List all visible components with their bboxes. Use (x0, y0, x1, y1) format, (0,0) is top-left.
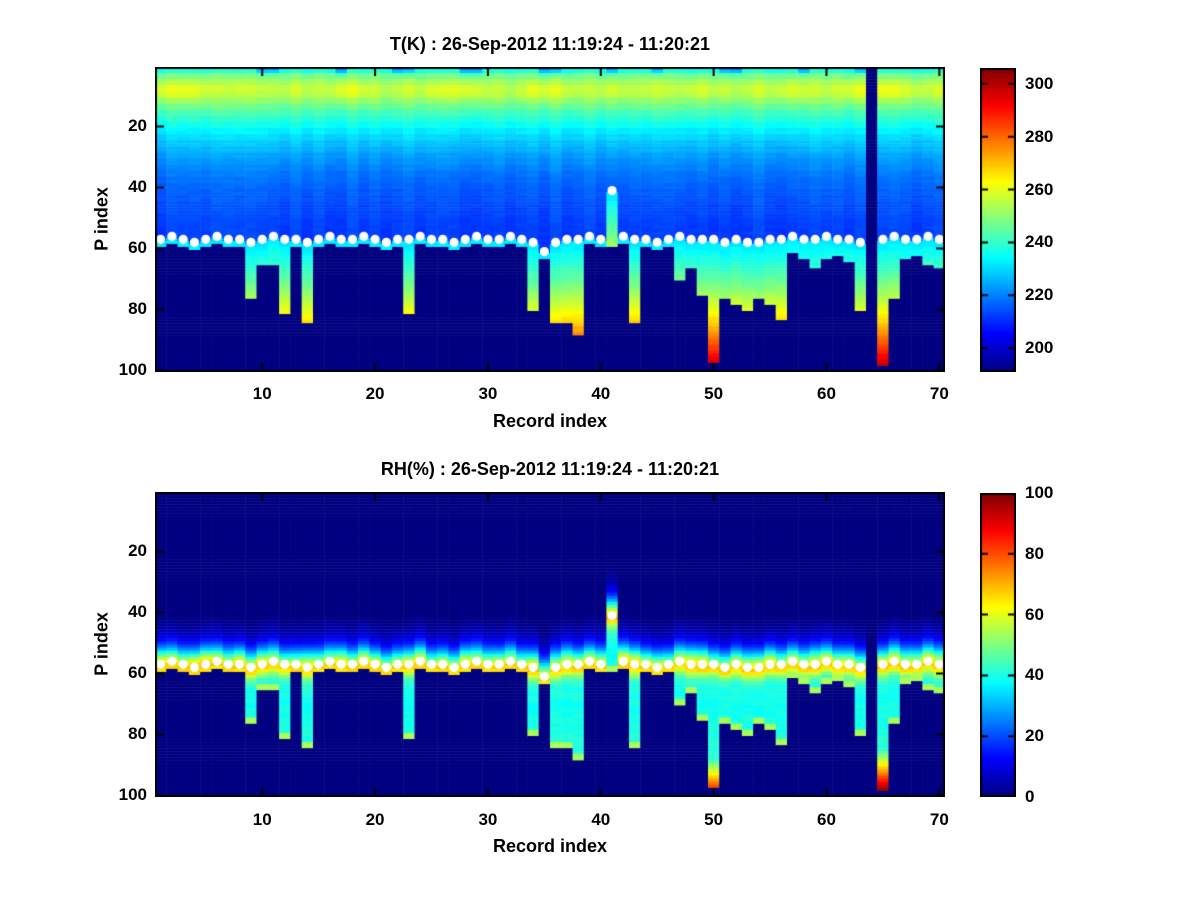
y-tick-label: 40 (128, 177, 147, 197)
colorbar-tick-label: 20 (1025, 726, 1044, 746)
x-tick-label: 70 (929, 810, 949, 829)
x-tick-label: 30 (478, 810, 498, 829)
x-tick-label: 20 (365, 810, 385, 829)
colorbar-tick-label: 60 (1025, 604, 1044, 624)
x-tick-label: 60 (817, 810, 836, 829)
temperature-colorbar (980, 68, 1016, 372)
x-tick-label: 20 (365, 384, 385, 403)
y-tick-label: 20 (128, 541, 147, 561)
x-tick-label: 70 (929, 384, 949, 403)
y-tick-label: 80 (128, 724, 147, 744)
x-tick-label: 10 (252, 384, 272, 403)
y-tick-label: 20 (128, 116, 147, 136)
x-tick-label: 50 (704, 810, 724, 829)
x-tick-label: 30 (478, 384, 498, 403)
y-tick-label: 60 (128, 238, 147, 258)
colorbar-tick-label: 280 (1025, 126, 1054, 146)
temperature-heatmap-canvas (155, 67, 945, 372)
y-tick-label: 100 (118, 785, 147, 805)
x-tick-label: 10 (252, 810, 272, 829)
temperature-panel-title: T(K) : 26-Sep-2012 11:19:24 - 11:20:21 (389, 34, 711, 54)
x-tick-label: 40 (591, 384, 611, 403)
colorbar-tick-label: 0 (1025, 787, 1035, 806)
humidity-colorbar (980, 493, 1016, 797)
y-tick-label: 60 (128, 663, 147, 683)
x-tick-label: 50 (704, 384, 724, 403)
x-tick-label: 40 (591, 810, 611, 829)
colorbar-tick-label: 240 (1025, 232, 1054, 252)
humidity-heatmap-canvas (155, 492, 945, 797)
temperature-x-axis-label: Record index (492, 411, 608, 431)
colorbar-tick-label: 80 (1025, 543, 1044, 563)
colorbar-tick-label: 200 (1025, 338, 1054, 358)
colorbar-tick-label: 40 (1025, 665, 1044, 685)
y-tick-label: 40 (128, 602, 147, 622)
humidity-panel-title: RH(%) : 26-Sep-2012 11:19:24 - 11:20:21 (380, 459, 720, 479)
y-tick-label: 100 (118, 360, 147, 380)
colorbar-tick-label: 220 (1025, 285, 1054, 305)
colorbar-tick-label: 100 (1025, 483, 1054, 502)
humidity-x-axis-label: Record index (492, 836, 608, 856)
y-tick-label: 80 (128, 299, 147, 319)
colorbar-tick-label: 260 (1025, 179, 1054, 199)
x-tick-label: 60 (817, 384, 836, 403)
colorbar-tick-label: 300 (1025, 73, 1054, 93)
